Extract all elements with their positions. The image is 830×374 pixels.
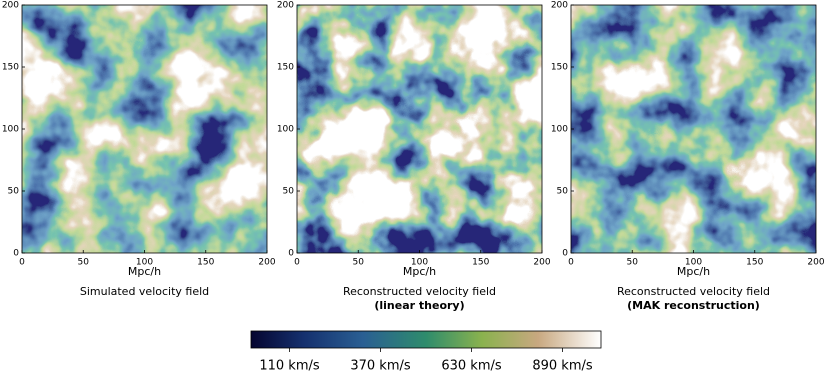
x-tick-label: 50: [353, 258, 365, 268]
panel-subtitle: (MAK reconstruction): [627, 299, 760, 312]
x-tick-label: 200: [533, 258, 550, 268]
heatmap: [22, 5, 267, 253]
x-tick-label: 200: [807, 258, 824, 268]
x-axis-label: Mpc/h: [128, 265, 161, 278]
y-tick-label: 0: [13, 249, 19, 259]
colorbar-tick-label: 370 km/s: [350, 359, 411, 374]
x-tick-label: 50: [78, 258, 90, 268]
heatmap: [571, 5, 816, 253]
x-tick-label: 100: [411, 258, 428, 268]
panel-subtitle: (linear theory): [374, 299, 464, 312]
y-tick-label: 150: [277, 63, 294, 73]
panel-title: Reconstructed velocity field: [343, 285, 496, 298]
heatmap: [297, 5, 542, 253]
panel-title: Simulated velocity field: [80, 285, 209, 298]
x-tick-label: 0: [568, 258, 574, 268]
y-tick-label: 50: [8, 187, 20, 197]
panel-title: Reconstructed velocity field: [617, 285, 770, 298]
colorbar: [250, 330, 602, 349]
y-tick-label: 0: [562, 249, 568, 259]
x-tick-label: 100: [685, 258, 702, 268]
x-tick-label: 150: [472, 258, 489, 268]
x-tick-label: 200: [258, 258, 275, 268]
y-tick-label: 100: [277, 125, 294, 135]
x-tick-label: 0: [294, 258, 300, 268]
x-tick-label: 150: [746, 258, 763, 268]
x-tick-label: 0: [19, 258, 25, 268]
y-tick-label: 150: [2, 63, 19, 73]
x-axis-label: Mpc/h: [677, 265, 710, 278]
y-tick-label: 100: [551, 125, 568, 135]
x-tick-label: 50: [627, 258, 639, 268]
y-tick-label: 200: [277, 1, 294, 11]
x-tick-label: 100: [136, 258, 153, 268]
y-tick-label: 0: [288, 249, 294, 259]
colorbar-tick-label: 110 km/s: [259, 359, 320, 374]
x-tick-label: 150: [197, 258, 214, 268]
y-tick-label: 200: [551, 1, 568, 11]
y-tick-label: 50: [557, 187, 569, 197]
colorbar-tick-label: 630 km/s: [441, 359, 502, 374]
y-tick-label: 100: [2, 125, 19, 135]
x-axis-label: Mpc/h: [403, 265, 436, 278]
y-tick-label: 50: [283, 187, 295, 197]
colorbar-tick-label: 890 km/s: [532, 359, 593, 374]
y-tick-label: 150: [551, 63, 568, 73]
y-tick-label: 200: [2, 1, 19, 11]
